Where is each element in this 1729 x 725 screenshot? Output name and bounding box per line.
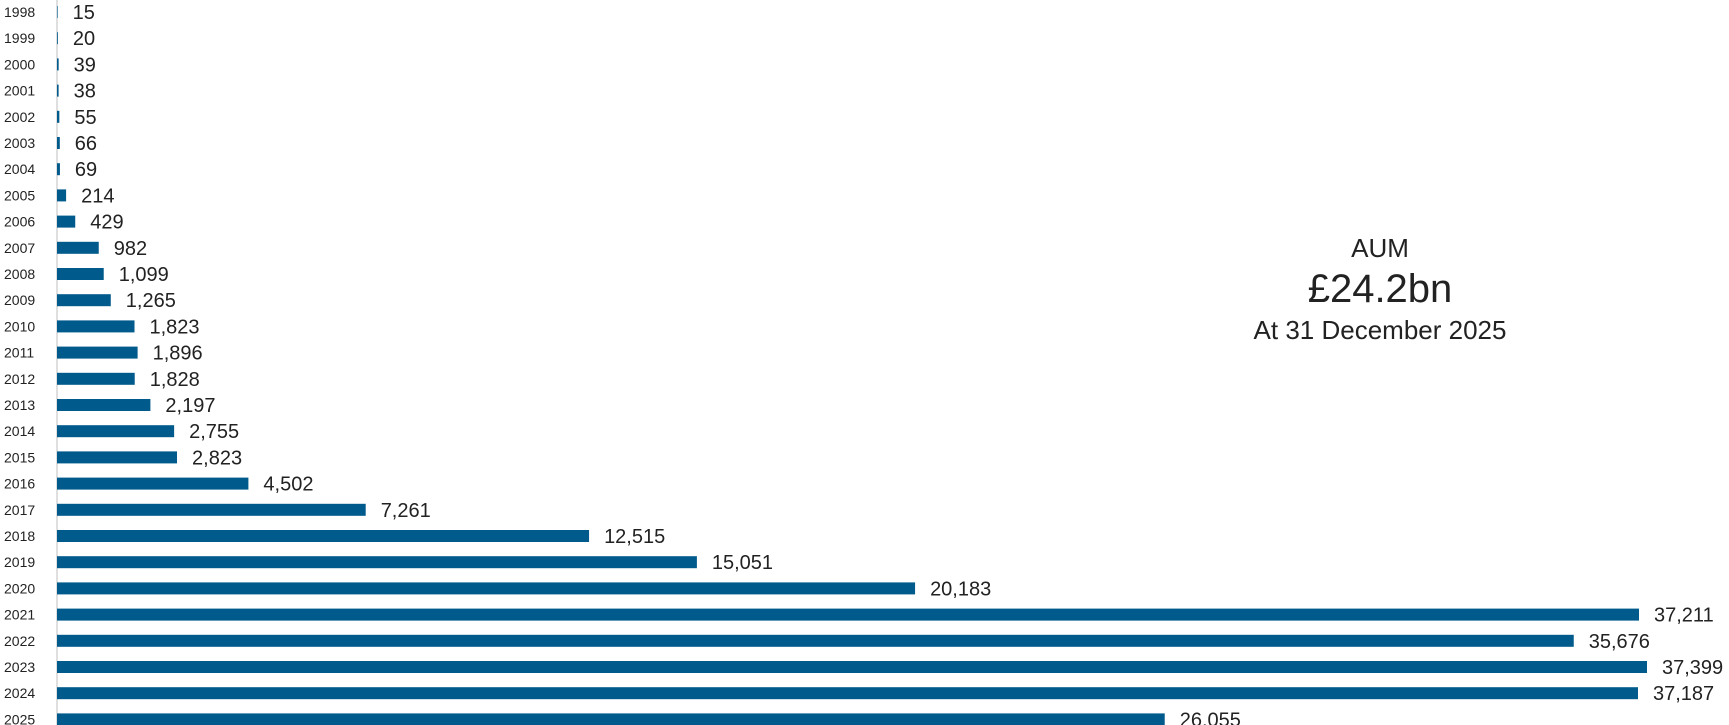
category-label: 2012 bbox=[4, 371, 35, 387]
category-label: 2006 bbox=[4, 214, 35, 230]
data-label: 2,755 bbox=[189, 421, 239, 443]
data-label: 1,265 bbox=[126, 290, 176, 312]
data-label: 39 bbox=[74, 54, 96, 76]
data-label: 4,502 bbox=[263, 474, 313, 496]
data-label: 429 bbox=[90, 212, 123, 234]
bar bbox=[57, 399, 151, 411]
category-label: 2008 bbox=[4, 266, 35, 282]
bar bbox=[57, 530, 590, 542]
category-label: 2000 bbox=[4, 56, 35, 72]
bar bbox=[57, 713, 1165, 725]
category-label: 2014 bbox=[4, 423, 35, 439]
category-label: 1999 bbox=[4, 30, 35, 46]
category-label: 2003 bbox=[4, 135, 35, 151]
category-label: 2010 bbox=[4, 318, 35, 334]
category-label: 2023 bbox=[4, 659, 35, 675]
data-label: 1,099 bbox=[119, 264, 169, 286]
data-label: 66 bbox=[75, 133, 97, 155]
bar bbox=[57, 268, 104, 280]
data-label: 2,197 bbox=[165, 395, 215, 417]
data-label: 38 bbox=[74, 81, 96, 103]
data-label: 69 bbox=[75, 159, 97, 181]
data-label: 26,055 bbox=[1180, 709, 1241, 725]
data-label: 35,676 bbox=[1589, 631, 1650, 653]
bar bbox=[57, 608, 1640, 621]
data-label: 2,823 bbox=[192, 447, 242, 469]
data-label: 20,183 bbox=[930, 578, 991, 600]
bar bbox=[57, 425, 175, 438]
bar bbox=[57, 372, 135, 385]
category-label: 2002 bbox=[4, 109, 35, 125]
category-label: 2011 bbox=[4, 345, 34, 361]
data-label: 15 bbox=[73, 2, 95, 24]
bar bbox=[57, 189, 67, 202]
bar bbox=[57, 6, 58, 18]
data-label: 37,211 bbox=[1654, 605, 1714, 627]
data-label: 12,515 bbox=[604, 526, 665, 548]
data-label: 1,896 bbox=[153, 343, 203, 365]
bar bbox=[57, 110, 60, 123]
category-label: 2019 bbox=[4, 554, 35, 570]
category-label: 2015 bbox=[4, 449, 35, 465]
bar bbox=[57, 241, 99, 254]
category-label: 2005 bbox=[4, 187, 35, 203]
bar bbox=[57, 687, 1638, 700]
bar bbox=[57, 137, 60, 149]
category-label: 2022 bbox=[4, 633, 35, 649]
category-label: 2021 bbox=[4, 607, 35, 623]
bar bbox=[57, 215, 76, 228]
category-label: 2004 bbox=[4, 161, 35, 177]
data-label: 37,399 bbox=[1662, 657, 1723, 679]
bar bbox=[57, 84, 59, 97]
category-label: 2013 bbox=[4, 397, 35, 413]
bar bbox=[57, 477, 249, 490]
data-label: 1,828 bbox=[150, 369, 200, 391]
bar bbox=[57, 320, 135, 333]
category-label: 2020 bbox=[4, 580, 35, 596]
data-label: 15,051 bbox=[712, 552, 773, 574]
bar bbox=[57, 451, 178, 464]
bar bbox=[57, 346, 138, 359]
category-label: 2007 bbox=[4, 240, 35, 256]
data-label: 214 bbox=[81, 185, 114, 207]
category-label: 2009 bbox=[4, 292, 35, 308]
aum-value: £24.2bn bbox=[1307, 267, 1453, 311]
bar bbox=[57, 32, 58, 45]
data-label: 37,187 bbox=[1653, 683, 1714, 705]
data-label: 7,261 bbox=[381, 500, 431, 522]
data-label: 1,823 bbox=[150, 316, 200, 338]
aum-label: AUM bbox=[1351, 233, 1409, 263]
category-label: 2025 bbox=[4, 711, 35, 725]
category-label: 2018 bbox=[4, 528, 35, 544]
bar bbox=[57, 163, 60, 176]
aum-summary: AUM £24.2bn At 31 December 2025 bbox=[1180, 232, 1580, 346]
aum-date: At 31 December 2025 bbox=[1253, 315, 1507, 345]
category-label: 2016 bbox=[4, 476, 35, 492]
category-label: 2024 bbox=[4, 685, 35, 701]
bar bbox=[57, 58, 59, 71]
data-label: 982 bbox=[114, 238, 147, 260]
bar bbox=[57, 294, 111, 307]
bar bbox=[57, 634, 1574, 647]
bar bbox=[57, 556, 697, 569]
data-label: 55 bbox=[74, 107, 96, 129]
bar bbox=[57, 582, 916, 595]
bar bbox=[57, 503, 366, 516]
data-label: 20 bbox=[73, 28, 95, 50]
bar bbox=[57, 661, 1647, 673]
category-label: 2017 bbox=[4, 502, 35, 518]
category-label: 1998 bbox=[4, 4, 35, 20]
category-label: 2001 bbox=[4, 83, 35, 99]
